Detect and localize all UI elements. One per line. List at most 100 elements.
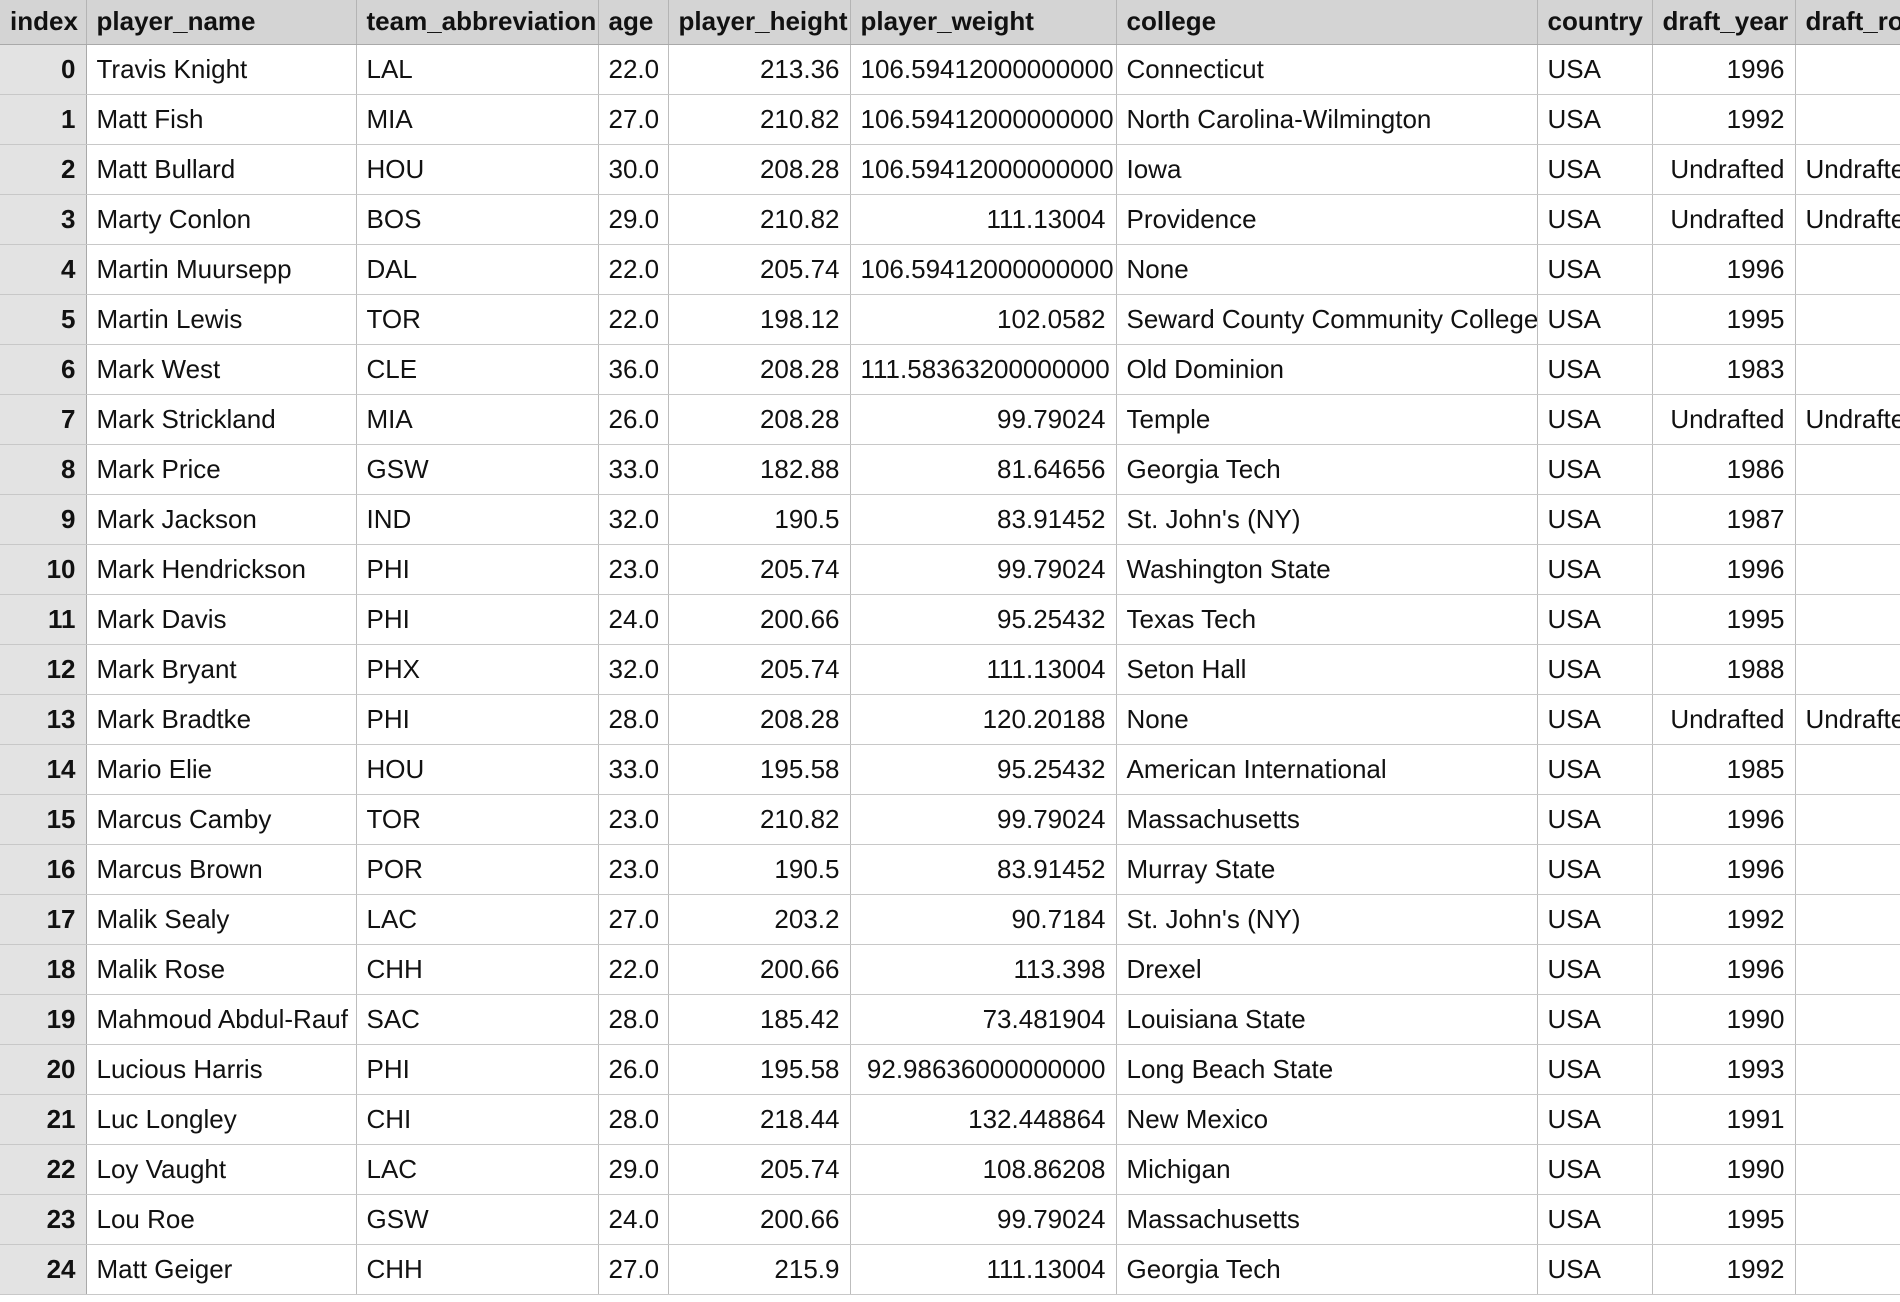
cell-country[interactable]: USA — [1537, 744, 1653, 795]
cell-country[interactable]: USA — [1537, 594, 1653, 645]
cell-player-name[interactable]: Mark Price — [86, 444, 357, 495]
cell-player-name[interactable]: Mark West — [86, 344, 357, 395]
cell-draft-year[interactable]: 1996 — [1652, 944, 1796, 995]
cell-player-height[interactable]: 198.12 — [668, 294, 851, 345]
cell-team-abbreviation[interactable]: GSW — [356, 1194, 599, 1245]
cell-age[interactable]: 28.0 — [598, 994, 669, 1045]
cell-age[interactable]: 27.0 — [598, 94, 669, 145]
cell-player-height[interactable]: 200.66 — [668, 944, 851, 995]
cell-age[interactable]: 22.0 — [598, 944, 669, 995]
cell-player-weight[interactable]: 73.481904 — [850, 994, 1117, 1045]
cell-draft-round[interactable] — [1795, 644, 1900, 695]
cell-country[interactable]: USA — [1537, 644, 1653, 695]
column-header-draft-year[interactable]: draft_year — [1652, 0, 1796, 45]
cell-age[interactable]: 32.0 — [598, 494, 669, 545]
cell-age[interactable]: 23.0 — [598, 544, 669, 595]
cell-country[interactable]: USA — [1537, 1044, 1653, 1095]
cell-draft-round[interactable] — [1795, 744, 1900, 795]
cell-team-abbreviation[interactable]: CLE — [356, 344, 599, 395]
cell-player-height[interactable]: 203.2 — [668, 894, 851, 945]
cell-player-height[interactable]: 182.88 — [668, 444, 851, 495]
column-header-player-name[interactable]: player_name — [86, 0, 357, 45]
cell-team-abbreviation[interactable]: PHI — [356, 594, 599, 645]
cell-college[interactable]: American International — [1116, 744, 1538, 795]
cell-team-abbreviation[interactable]: IND — [356, 494, 599, 545]
cell-draft-round[interactable] — [1795, 1044, 1900, 1095]
cell-college[interactable]: Texas Tech — [1116, 594, 1538, 645]
cell-team-abbreviation[interactable]: CHH — [356, 944, 599, 995]
cell-country[interactable]: USA — [1537, 1194, 1653, 1245]
cell-age[interactable]: 24.0 — [598, 594, 669, 645]
cell-player-name[interactable]: Malik Rose — [86, 944, 357, 995]
cell-player-height[interactable]: 208.28 — [668, 344, 851, 395]
cell-age[interactable]: 28.0 — [598, 694, 669, 745]
cell-draft-year[interactable]: Undrafted — [1652, 694, 1796, 745]
cell-player-height[interactable]: 210.82 — [668, 794, 851, 845]
cell-age[interactable]: 22.0 — [598, 244, 669, 295]
cell-age[interactable]: 33.0 — [598, 744, 669, 795]
cell-player-weight[interactable]: 92.98636000000000 — [850, 1044, 1117, 1095]
table-row[interactable]: 22 Loy Vaught LAC 29.0 205.74 108.86208 Michig… — [0, 1144, 1900, 1195]
table-row[interactable]: 23 Lou Roe GSW 24.0 200.66 99.79024 Massachuse… — [0, 1194, 1900, 1245]
row-index-cell[interactable]: 4 — [0, 244, 87, 295]
cell-country[interactable]: USA — [1537, 244, 1653, 295]
table-row[interactable]: 12 Mark Bryant PHX 32.0 205.74 111.13004 Seton… — [0, 644, 1900, 695]
cell-player-weight[interactable]: 106.59412000000000 — [850, 144, 1117, 195]
cell-draft-round[interactable] — [1795, 44, 1900, 95]
cell-player-name[interactable]: Loy Vaught — [86, 1144, 357, 1195]
cell-age[interactable]: 27.0 — [598, 894, 669, 945]
row-index-cell[interactable]: 0 — [0, 44, 87, 95]
cell-draft-round[interactable] — [1795, 94, 1900, 145]
row-index-cell[interactable]: 11 — [0, 594, 87, 645]
row-index-cell[interactable]: 17 — [0, 894, 87, 945]
column-header-player-weight[interactable]: player_weight — [850, 0, 1117, 45]
table-row[interactable]: 0 Travis Knight LAL 22.0 213.36 106.594120000… — [0, 44, 1900, 95]
cell-player-weight[interactable]: 111.13004 — [850, 644, 1117, 695]
column-header-college[interactable]: college — [1116, 0, 1538, 45]
row-index-cell[interactable]: 24 — [0, 1244, 87, 1295]
column-header-country[interactable]: country — [1537, 0, 1653, 45]
row-index-cell[interactable]: 8 — [0, 444, 87, 495]
cell-draft-year[interactable]: Undrafted — [1652, 394, 1796, 445]
cell-team-abbreviation[interactable]: GSW — [356, 444, 599, 495]
cell-team-abbreviation[interactable]: BOS — [356, 194, 599, 245]
cell-draft-year[interactable]: 1996 — [1652, 44, 1796, 95]
cell-draft-year[interactable]: 1990 — [1652, 994, 1796, 1045]
row-index-cell[interactable]: 5 — [0, 294, 87, 345]
cell-country[interactable]: USA — [1537, 1144, 1653, 1195]
table-row[interactable]: 17 Malik Sealy LAC 27.0 203.2 90.7184 St. John… — [0, 894, 1900, 945]
cell-country[interactable]: USA — [1537, 894, 1653, 945]
cell-draft-year[interactable]: 1991 — [1652, 1094, 1796, 1145]
cell-draft-round[interactable] — [1795, 544, 1900, 595]
table-row[interactable]: 20 Lucious Harris PHI 26.0 195.58 92.98636000… — [0, 1044, 1900, 1095]
cell-team-abbreviation[interactable]: LAC — [356, 894, 599, 945]
column-header-index[interactable]: index — [0, 0, 87, 45]
row-index-cell[interactable]: 13 — [0, 694, 87, 745]
cell-team-abbreviation[interactable]: LAL — [356, 44, 599, 95]
cell-age[interactable]: 23.0 — [598, 794, 669, 845]
cell-team-abbreviation[interactable]: PHX — [356, 644, 599, 695]
cell-college[interactable]: St. John's (NY) — [1116, 494, 1538, 545]
cell-player-height[interactable]: 185.42 — [668, 994, 851, 1045]
cell-player-height[interactable]: 208.28 — [668, 394, 851, 445]
cell-college[interactable]: None — [1116, 694, 1538, 745]
cell-player-height[interactable]: 208.28 — [668, 694, 851, 745]
cell-player-height[interactable]: 213.36 — [668, 44, 851, 95]
cell-draft-year[interactable]: 1985 — [1652, 744, 1796, 795]
cell-team-abbreviation[interactable]: SAC — [356, 994, 599, 1045]
cell-draft-round[interactable] — [1795, 344, 1900, 395]
cell-draft-year[interactable]: 1995 — [1652, 1194, 1796, 1245]
cell-college[interactable]: Seton Hall — [1116, 644, 1538, 695]
column-header-draft-round[interactable]: draft_ro — [1795, 0, 1900, 45]
table-row[interactable]: 4 Martin Muursepp DAL 22.0 205.74 106.5941200… — [0, 244, 1900, 295]
table-row[interactable]: 24 Matt Geiger CHH 27.0 215.9 111.13004 Georgi… — [0, 1244, 1900, 1295]
row-index-cell[interactable]: 15 — [0, 794, 87, 845]
cell-draft-round[interactable] — [1795, 594, 1900, 645]
table-row[interactable]: 6 Mark West CLE 36.0 208.28 111.5836320000000… — [0, 344, 1900, 395]
cell-team-abbreviation[interactable]: PHI — [356, 694, 599, 745]
cell-draft-round[interactable] — [1795, 944, 1900, 995]
row-index-cell[interactable]: 9 — [0, 494, 87, 545]
row-index-cell[interactable]: 3 — [0, 194, 87, 245]
cell-age[interactable]: 32.0 — [598, 644, 669, 695]
cell-age[interactable]: 36.0 — [598, 344, 669, 395]
